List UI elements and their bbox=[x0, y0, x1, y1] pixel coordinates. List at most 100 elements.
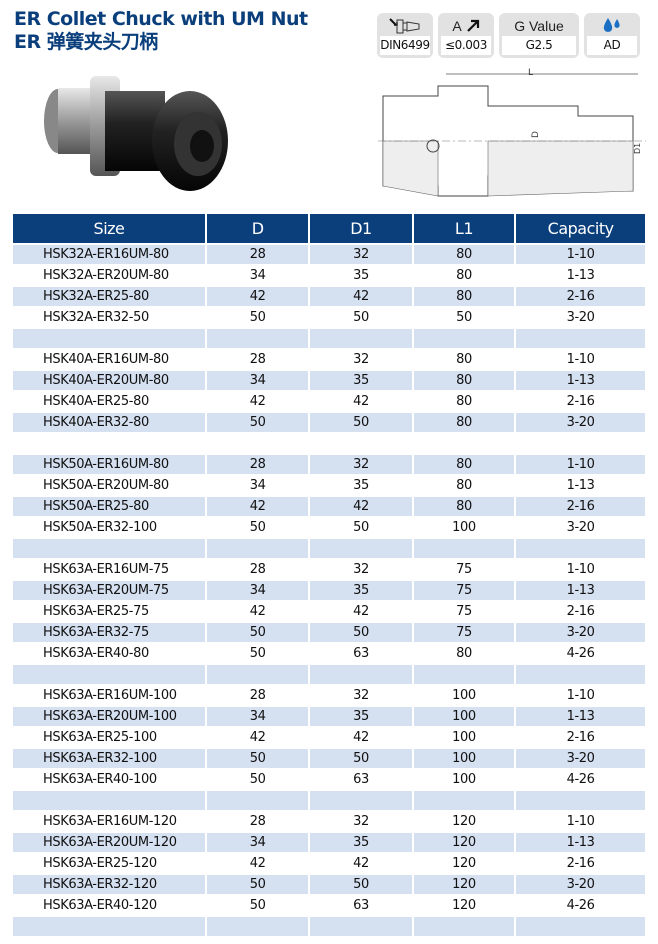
cell-capacity: 2-16 bbox=[515, 285, 645, 307]
cell-d1: 50 bbox=[309, 516, 414, 538]
cell-l1: 80 bbox=[412, 642, 517, 664]
table-row: HSK40A-ER20UM-80 34 35 80 1-13 bbox=[13, 369, 645, 391]
cell-l1 bbox=[412, 327, 517, 349]
cell-d bbox=[205, 537, 311, 559]
table-row: HSK63A-ER25-75 42 42 75 2-16 bbox=[13, 600, 645, 622]
title-chinese: ER 弹簧夹头刀柄 bbox=[14, 31, 158, 53]
cell-d1 bbox=[309, 663, 414, 685]
cell-size: HSK50A-ER16UM-80 bbox=[13, 453, 207, 475]
cell-d: 50 bbox=[205, 621, 311, 643]
cell-capacity bbox=[515, 789, 645, 811]
cell-size: HSK63A-ER25-100 bbox=[13, 726, 207, 748]
cell-capacity: 4-26 bbox=[515, 642, 645, 664]
cell-capacity: 3-20 bbox=[515, 747, 645, 769]
table-row: HSK50A-ER16UM-80 28 32 80 1-10 bbox=[13, 453, 645, 475]
cell-l1: 120 bbox=[412, 873, 517, 895]
cell-size: HSK63A-ER32-100 bbox=[13, 747, 207, 769]
cell-d1: 50 bbox=[309, 873, 414, 895]
coolant-drops-icon bbox=[603, 18, 620, 32]
badge-balance-label: G Value bbox=[514, 18, 564, 34]
cell-d: 28 bbox=[205, 558, 311, 580]
cell-size: HSK32A-ER16UM-80 bbox=[13, 243, 207, 265]
cell-d: 50 bbox=[205, 894, 311, 916]
cell-l1: 120 bbox=[412, 894, 517, 916]
cell-d1: 42 bbox=[309, 852, 414, 874]
cell-l1: 100 bbox=[412, 684, 517, 706]
technical-drawing: L D D1 bbox=[378, 68, 646, 197]
spec-badges: DIN6499 A ≤0.003 G Value G2.5 AD bbox=[377, 13, 640, 58]
separator-row bbox=[13, 537, 645, 559]
cell-d1: 32 bbox=[309, 243, 414, 265]
separator-row bbox=[13, 432, 645, 454]
cell-d bbox=[205, 789, 311, 811]
cell-d1: 35 bbox=[309, 705, 414, 727]
cell-d bbox=[205, 327, 311, 349]
cell-d: 50 bbox=[205, 411, 311, 433]
cell-size bbox=[13, 915, 207, 936]
cell-capacity: 1-13 bbox=[515, 474, 645, 496]
cell-d bbox=[205, 663, 311, 685]
cell-d1: 32 bbox=[309, 348, 414, 370]
cell-size: HSK63A-ER40-100 bbox=[13, 768, 207, 790]
cell-l1: 100 bbox=[412, 516, 517, 538]
cell-capacity: 1-10 bbox=[515, 558, 645, 580]
column-header-d1: D1 bbox=[309, 214, 414, 244]
badge-coolant-value: AD bbox=[587, 36, 637, 55]
cell-capacity bbox=[515, 327, 645, 349]
cell-capacity: 1-10 bbox=[515, 810, 645, 832]
cell-capacity: 1-13 bbox=[515, 831, 645, 853]
spec-table: Size D D1 L1 Capacity HSK32A-ER16UM-80 28 32 80… bbox=[13, 214, 645, 936]
cell-capacity bbox=[515, 915, 645, 936]
cell-size: HSK50A-ER20UM-80 bbox=[13, 474, 207, 496]
cell-d1: 63 bbox=[309, 894, 414, 916]
table-row: HSK63A-ER40-80 50 63 80 4-26 bbox=[13, 642, 645, 664]
table-row: HSK63A-ER16UM-75 28 32 75 1-10 bbox=[13, 558, 645, 580]
cell-size: HSK32A-ER32-50 bbox=[13, 306, 207, 328]
cell-d1: 42 bbox=[309, 285, 414, 307]
cell-capacity: 2-16 bbox=[515, 390, 645, 412]
cell-l1 bbox=[412, 432, 517, 454]
table-row: HSK63A-ER40-120 50 63 120 4-26 bbox=[13, 894, 645, 916]
cell-d: 28 bbox=[205, 348, 311, 370]
cell-d1 bbox=[309, 327, 414, 349]
cell-capacity: 3-20 bbox=[515, 621, 645, 643]
cell-l1: 80 bbox=[412, 390, 517, 412]
cell-l1: 120 bbox=[412, 831, 517, 853]
cell-d bbox=[205, 915, 311, 936]
cell-l1 bbox=[412, 789, 517, 811]
cell-d1: 42 bbox=[309, 390, 414, 412]
cell-size: HSK50A-ER25-80 bbox=[13, 495, 207, 517]
cell-size: HSK40A-ER32-80 bbox=[13, 411, 207, 433]
cell-capacity: 2-16 bbox=[515, 600, 645, 622]
cell-d1: 35 bbox=[309, 579, 414, 601]
cell-capacity: 1-13 bbox=[515, 705, 645, 727]
cell-d1: 32 bbox=[309, 558, 414, 580]
cell-size: HSK63A-ER16UM-75 bbox=[13, 558, 207, 580]
cell-d: 34 bbox=[205, 831, 311, 853]
cell-l1: 100 bbox=[412, 726, 517, 748]
hsk-shank-icon bbox=[389, 18, 420, 34]
badge-standard-value: DIN6499 bbox=[380, 36, 430, 55]
cell-capacity: 1-13 bbox=[515, 579, 645, 601]
cell-d1: 50 bbox=[309, 411, 414, 433]
cell-capacity: 2-16 bbox=[515, 852, 645, 874]
separator-row bbox=[13, 915, 645, 936]
cell-capacity bbox=[515, 663, 645, 685]
cell-capacity bbox=[515, 537, 645, 559]
dim-L: L bbox=[528, 68, 533, 78]
cell-d bbox=[205, 432, 311, 454]
cell-size: HSK63A-ER40-120 bbox=[13, 894, 207, 916]
badge-runout-value: ≤0.003 bbox=[441, 36, 491, 55]
cell-d1 bbox=[309, 915, 414, 936]
cell-size: HSK32A-ER25-80 bbox=[13, 285, 207, 307]
page-title: ER Collet Chuck with UM Nut ER 弹簧夹头刀柄 bbox=[14, 8, 308, 54]
cell-d1 bbox=[309, 789, 414, 811]
cell-size: HSK50A-ER32-100 bbox=[13, 516, 207, 538]
cell-size: HSK40A-ER16UM-80 bbox=[13, 348, 207, 370]
cell-l1 bbox=[412, 663, 517, 685]
cell-d1: 35 bbox=[309, 474, 414, 496]
table-row: HSK32A-ER25-80 42 42 80 2-16 bbox=[13, 285, 645, 307]
cell-size: HSK32A-ER20UM-80 bbox=[13, 264, 207, 286]
cell-d1: 63 bbox=[309, 642, 414, 664]
cell-d: 42 bbox=[205, 600, 311, 622]
